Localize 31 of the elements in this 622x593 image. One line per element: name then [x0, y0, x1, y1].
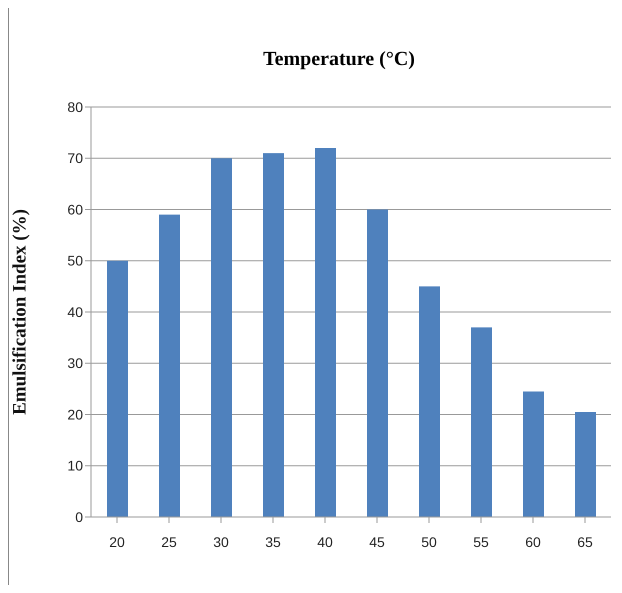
x-tick-label: 65 [577, 534, 593, 550]
x-tick-label: 45 [369, 534, 385, 550]
x-tick-label: 60 [525, 534, 541, 550]
y-tick-label: 40 [67, 304, 84, 320]
y-tick-label: 80 [67, 98, 84, 115]
chart-title: Temperature (°C) [262, 48, 416, 71]
x-tick-label: 40 [317, 534, 333, 550]
bar [107, 260, 128, 517]
y-tick-label: 20 [67, 406, 84, 422]
bar [263, 153, 284, 517]
x-tick-label: 55 [473, 534, 489, 550]
y-tick-label: 50 [67, 252, 84, 269]
bar [471, 327, 492, 517]
y-axis-title: Emulsification Index (%) [10, 209, 31, 415]
y-tick-label: 70 [67, 150, 84, 166]
y-tick-label: 30 [67, 355, 84, 372]
bar [159, 214, 180, 517]
y-tick-label: 60 [67, 201, 84, 218]
bar [523, 391, 544, 517]
x-tick-label: 30 [213, 534, 229, 550]
bar [367, 210, 388, 517]
y-tick-label: 0 [75, 508, 84, 525]
bar [315, 148, 336, 517]
x-tick-label: 35 [265, 534, 281, 550]
bar [211, 158, 232, 517]
x-tick-label: 25 [161, 534, 177, 550]
x-tick-label: 20 [109, 534, 125, 550]
y-tick-label: 10 [67, 458, 84, 474]
x-tick-label: 50 [421, 534, 437, 550]
bar [575, 412, 596, 517]
bar [419, 286, 440, 517]
